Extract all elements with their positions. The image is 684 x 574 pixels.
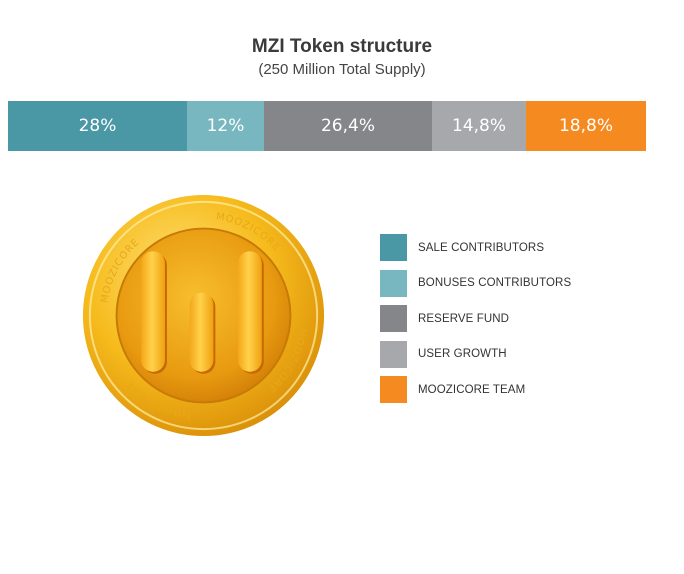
legend-label: USER GROWTH [418, 348, 507, 360]
moozicore-coin-logo: MOOZICORE MOOZICORE MOOZICORE MOOZICORE [82, 194, 325, 437]
chart-subtitle: (250 Million Total Supply) [258, 61, 426, 78]
legend-item: MOOZICORE TEAM [380, 376, 670, 403]
stacked-bar: 28% 12% 26,4% 14,8% 18,8% [8, 101, 646, 151]
legend-item: USER GROWTH [380, 340, 670, 368]
legend-item: BONUSES CONTRIBUTORS [380, 269, 670, 297]
bar-segment-user-growth: 14,8% [432, 101, 526, 151]
legend-item: SALE CONTRIBUTORS [380, 234, 670, 261]
chart-title: MZI Token structure [251, 36, 433, 57]
legend-swatch [380, 269, 407, 297]
legend-label: SALE CONTRIBUTORS [418, 241, 545, 254]
legend-swatch [380, 376, 407, 403]
bar-value-label: 28% [78, 116, 117, 136]
bar-value-label: 14,8% [451, 116, 506, 136]
bar-segment-bonuses-contributors: 12% [187, 101, 264, 151]
legend-label: BONUSES CONTRIBUTORS [418, 277, 572, 289]
bar-value-label: 26,4% [320, 116, 375, 136]
legend-label: MOOZICORE TEAM [418, 383, 526, 396]
legend-item: RESERVE FUND [380, 305, 670, 332]
legend-label: RESERVE FUND [418, 312, 510, 325]
legend-swatch [380, 305, 407, 332]
bar-segment-moozicore-team: 18,8% [526, 101, 646, 151]
bar-segment-reserve-fund: 26,4% [264, 101, 432, 151]
chart-legend: SALE CONTRIBUTORS BONUSES CONTRIBUTORS RES… [380, 234, 670, 412]
bar-value-label: 12% [206, 116, 245, 136]
legend-swatch [380, 340, 407, 368]
legend-swatch [380, 234, 407, 261]
bar-segment-sale-contributors: 28% [8, 101, 187, 151]
coin-bars-icon [141, 251, 264, 374]
bar-value-label: 18,8% [558, 116, 613, 136]
